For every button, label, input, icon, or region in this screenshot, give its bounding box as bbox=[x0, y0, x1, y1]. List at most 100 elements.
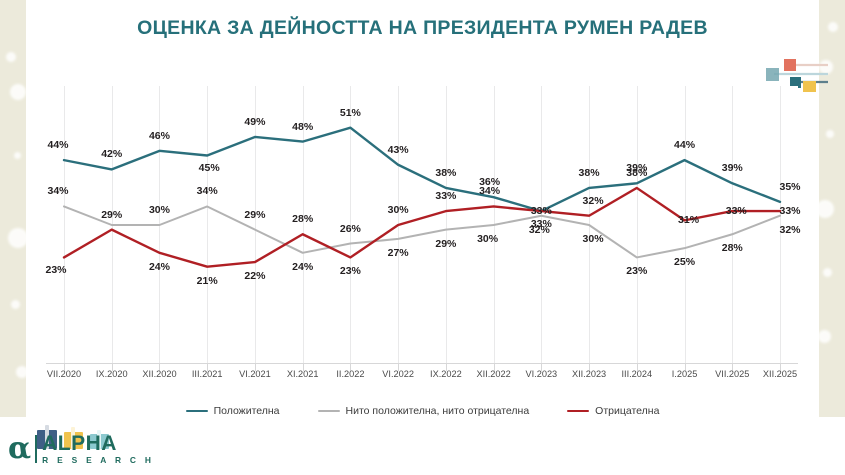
data-label: 30% bbox=[477, 233, 499, 245]
page-title: ОЦЕНКА ЗА ДЕЙНОСТТА НА ПРЕЗИДЕНТА РУМЕН … bbox=[137, 17, 708, 39]
data-label: 38% bbox=[435, 166, 457, 179]
data-label: 23% bbox=[626, 265, 648, 278]
legend-swatch-icon bbox=[185, 409, 208, 413]
chart-plot-area: 44% 42% 46% 45% 49% 48% 51% 43% 38% 36% 33% 38% 39% 4… bbox=[45, 86, 801, 371]
data-label: 33% bbox=[530, 218, 552, 231]
x-axis-labels: VII.2020 IX.2020 XII.2020 III.2021 VI.2021 XI… bbox=[46, 369, 798, 385]
data-label: 33% bbox=[779, 205, 801, 218]
x-axis-label: VII.2025 bbox=[715, 369, 750, 379]
legend-item-2[interactable]: Отрицателна bbox=[567, 405, 659, 417]
gridline bbox=[541, 86, 543, 364]
data-label: 33% bbox=[725, 205, 747, 218]
data-label: 29% bbox=[101, 208, 123, 221]
alpha-symbol-icon: α bbox=[8, 431, 32, 466]
x-axis-label: XII.2022 bbox=[476, 369, 511, 379]
gridline bbox=[350, 86, 352, 364]
axis-tick bbox=[64, 364, 65, 371]
data-label: 44% bbox=[47, 139, 69, 152]
data-label: 25% bbox=[674, 256, 696, 269]
gridline bbox=[64, 86, 65, 364]
data-label: 32% bbox=[528, 223, 550, 236]
series-line-2 bbox=[62, 186, 782, 268]
x-axis-label: IX.2022 bbox=[430, 369, 462, 379]
data-label: 29% bbox=[244, 208, 266, 221]
x-axis-label: XII.2025 bbox=[762, 369, 798, 379]
x-axis-label: III.2021 bbox=[191, 369, 223, 379]
legend-item-0[interactable]: Положителна bbox=[185, 405, 280, 417]
x-axis-label: XII.2020 bbox=[142, 369, 177, 379]
data-label: 21% bbox=[196, 274, 218, 287]
gridline bbox=[207, 86, 209, 364]
data-label: 43% bbox=[387, 143, 409, 156]
data-label: 24% bbox=[292, 260, 314, 273]
data-label: 32% bbox=[582, 194, 604, 207]
data-label: 34% bbox=[479, 185, 501, 198]
axis-tick bbox=[207, 364, 209, 371]
x-axis-label: VI.2023 bbox=[525, 369, 558, 379]
axis-tick bbox=[589, 364, 591, 371]
data-label: 33% bbox=[435, 190, 457, 203]
legend-item-1[interactable]: Нито положителна, нито отрицателна bbox=[317, 405, 530, 417]
snowflake-icon bbox=[818, 330, 831, 343]
data-label: 27% bbox=[387, 246, 409, 259]
gridline bbox=[302, 86, 304, 364]
snowflake-icon bbox=[816, 200, 834, 218]
snowflake-icon bbox=[823, 268, 832, 277]
x-axis-label: III.2024 bbox=[621, 369, 653, 379]
x-axis-label: VII.2020 bbox=[46, 369, 82, 379]
snowflake-icon bbox=[10, 84, 26, 100]
logo-research-text: R E S E A R C H bbox=[42, 455, 155, 466]
axis-tick bbox=[684, 364, 686, 371]
axis-tick bbox=[398, 364, 400, 371]
data-label: 44% bbox=[674, 139, 696, 152]
legend-label: Отрицателна bbox=[595, 405, 660, 417]
snowflake-icon bbox=[8, 228, 28, 248]
x-axis-line bbox=[46, 363, 798, 364]
data-label: 39% bbox=[626, 162, 648, 175]
x-axis-label: XI.2021 bbox=[286, 369, 319, 379]
data-label: 26% bbox=[339, 222, 361, 235]
data-label: 23% bbox=[339, 265, 361, 278]
decorative-snow-band bbox=[0, 417, 845, 475]
axis-tick bbox=[541, 364, 543, 371]
data-label: 35% bbox=[779, 180, 801, 193]
legend-swatch-icon bbox=[567, 409, 590, 413]
data-label: 22% bbox=[244, 270, 266, 283]
data-label: 31% bbox=[678, 214, 700, 227]
x-axis-label: VI.2022 bbox=[382, 369, 414, 379]
data-label: 24% bbox=[148, 260, 170, 273]
axis-tick bbox=[254, 364, 256, 371]
data-label: 36% bbox=[479, 176, 501, 189]
legend-label: Положителна bbox=[213, 405, 280, 417]
gridline bbox=[684, 86, 686, 364]
snowflake-icon bbox=[16, 366, 28, 378]
chart-series-lines bbox=[62, 126, 782, 268]
data-label: 51% bbox=[339, 106, 361, 119]
gridline bbox=[445, 86, 447, 364]
data-label: 38% bbox=[578, 166, 600, 179]
data-label: 48% bbox=[292, 120, 314, 133]
x-axis-label: VI.2021 bbox=[239, 369, 271, 379]
logo-divider bbox=[35, 435, 38, 463]
decorative-mini-chart-icon bbox=[766, 59, 828, 92]
data-label: 34% bbox=[196, 185, 218, 198]
snowflake-icon bbox=[14, 152, 21, 159]
data-label: 34% bbox=[47, 185, 69, 198]
gridline bbox=[254, 86, 256, 364]
snowflake-icon bbox=[6, 52, 16, 62]
gridline bbox=[636, 86, 638, 364]
chart-legend: Положителна Нито положителна, нито отрица… bbox=[0, 405, 845, 417]
data-label: 30% bbox=[387, 204, 409, 216]
plot-background bbox=[46, 86, 798, 364]
gridline bbox=[732, 86, 734, 364]
axis-tick bbox=[636, 364, 638, 371]
data-label: 29% bbox=[435, 237, 457, 250]
axis-tick bbox=[780, 364, 781, 371]
alpha-research-logo: α ALPHA R E S E A R C H bbox=[8, 429, 154, 469]
snowflake-icon bbox=[828, 22, 838, 32]
axis-tick bbox=[111, 364, 113, 371]
data-label: 49% bbox=[244, 115, 266, 128]
data-label: 23% bbox=[45, 264, 67, 277]
axis-tick bbox=[350, 364, 352, 371]
legend-label: Нито положителна, нито отрицателна bbox=[345, 405, 530, 417]
